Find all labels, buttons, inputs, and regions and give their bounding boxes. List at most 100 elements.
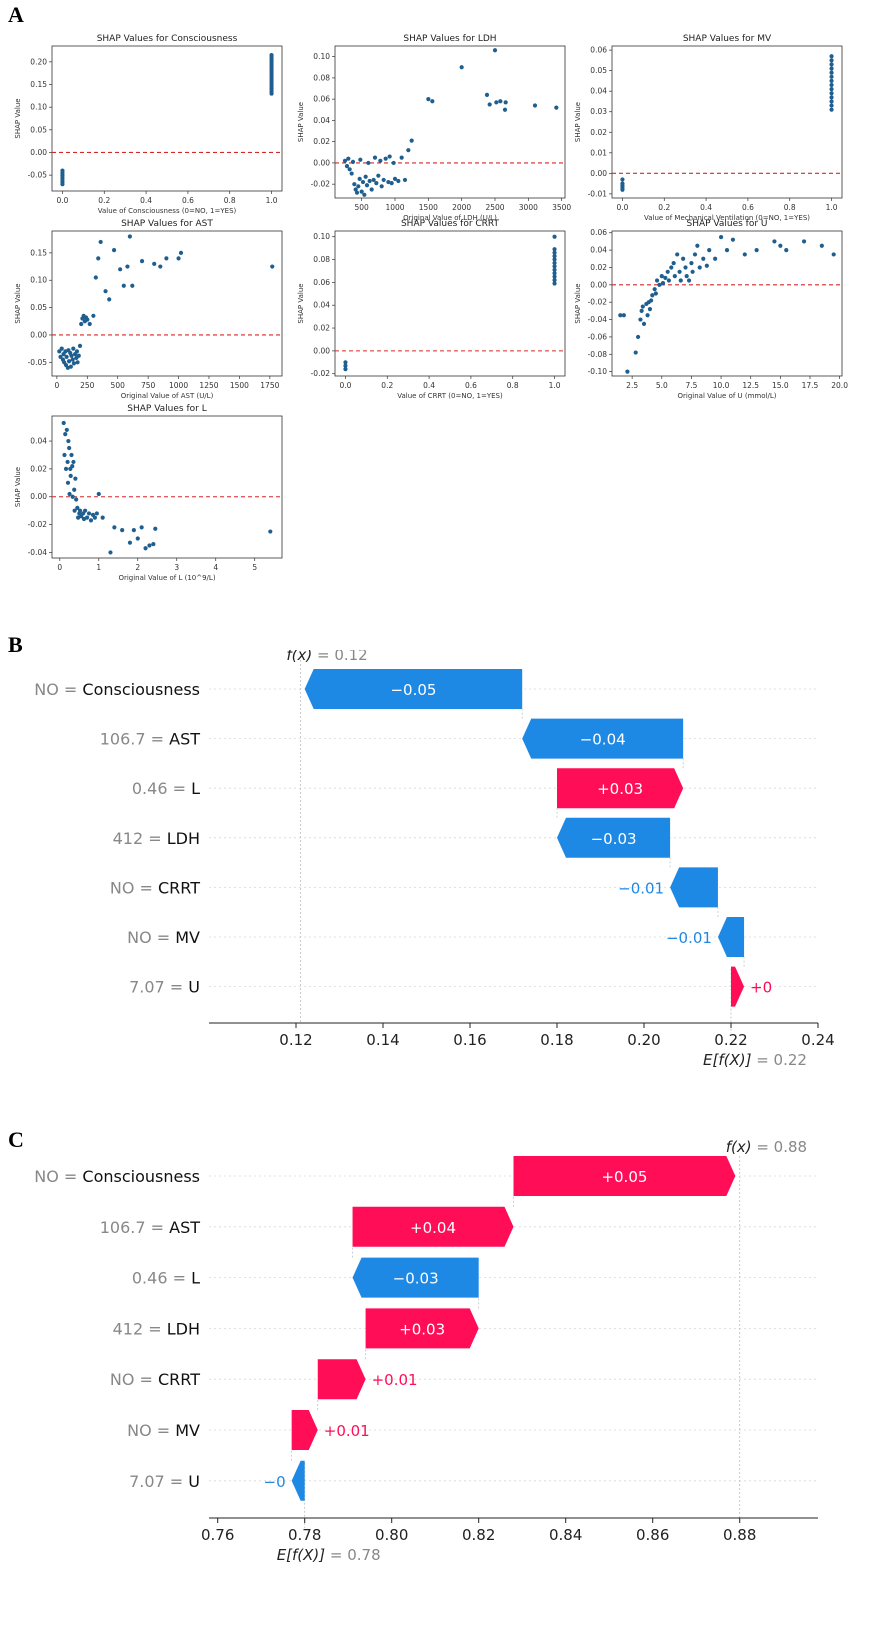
shap-value-label: +0.01 (324, 1422, 370, 1440)
shap-value-label: −0.01 (666, 929, 712, 947)
data-point (552, 254, 557, 259)
data-point (552, 281, 557, 286)
data-point (67, 445, 72, 451)
data-point (358, 157, 363, 162)
data-point (681, 256, 686, 261)
data-point (552, 277, 557, 283)
data-point (690, 269, 695, 274)
data-point (689, 261, 694, 266)
data-point (396, 178, 401, 184)
data-point (829, 95, 834, 100)
expected-value-label: E[f(X)] = 0.22 (703, 1051, 807, 1069)
y-tick-label: 0.10 (30, 103, 47, 112)
data-point (88, 518, 94, 523)
data-point (61, 420, 66, 426)
data-point (683, 265, 688, 270)
data-point (121, 283, 126, 288)
shap-value-label: −0.04 (580, 731, 626, 749)
data-point (139, 525, 144, 530)
y-tick-label: -0.10 (588, 367, 608, 376)
data-point (87, 321, 92, 327)
data-point (120, 528, 125, 533)
y-tick-label: 0.10 (313, 232, 330, 241)
x-tick-label: 0.8 (784, 203, 796, 212)
data-point (666, 278, 672, 283)
data-point (502, 107, 508, 112)
panel-a-label: A (8, 2, 24, 27)
x-tick-label: 0.2 (658, 203, 670, 212)
subplot-frame (611, 45, 843, 199)
data-point (76, 353, 81, 358)
data-point (363, 174, 368, 179)
subplot-title: SHAP Values for AST (121, 219, 213, 229)
data-point (77, 343, 83, 349)
data-point (640, 304, 645, 309)
data-point (58, 354, 63, 359)
y-tick-label: -0.02 (311, 180, 331, 189)
data-point (59, 346, 64, 351)
x-tick-label: 0.88 (723, 1526, 756, 1544)
positive-shap-bar (365, 1308, 479, 1349)
x-tick-label: 0.0 (56, 196, 68, 205)
subplot-title: SHAP Values for LDH (403, 34, 496, 44)
y-tick-label: 0.06 (313, 278, 330, 287)
data-point (64, 354, 69, 359)
x-tick-label: 0.6 (465, 381, 477, 390)
panel-c-label: C (8, 1127, 24, 1152)
x-tick-label: 500 (111, 381, 126, 390)
data-point (638, 317, 643, 322)
data-point (63, 431, 68, 437)
data-point (139, 258, 145, 264)
data-point (107, 297, 112, 302)
feature-label: NO = CRRT (110, 878, 200, 897)
data-point (639, 308, 644, 313)
x-axis-label: Original Value of AST (U/L) (121, 392, 214, 400)
subplot-frame (51, 45, 283, 192)
x-tick-label: 1750 (260, 381, 279, 390)
x-tick-label: 2 (135, 563, 140, 572)
feature-label: NO = CRRT (110, 1370, 200, 1389)
data-point (100, 515, 105, 520)
data-point (829, 70, 834, 75)
x-axis-label: Original Value of LDH (U/L) (403, 214, 497, 222)
data-point (713, 256, 718, 261)
data-point (730, 237, 736, 242)
x-tick-label: 0.6 (742, 203, 754, 212)
fx-label: f(x) = 0.88 (726, 1140, 807, 1156)
data-point (829, 91, 834, 96)
x-axis-label: Value of Consciousness (0=NO, 1=YES) (98, 207, 237, 215)
data-point (268, 529, 273, 534)
data-point (92, 515, 97, 520)
positive-shap-bar (731, 966, 745, 1007)
x-tick-label: 0.24 (801, 1031, 834, 1049)
x-tick-label: 0.0 (616, 203, 628, 212)
y-tick-label: 0.05 (30, 303, 47, 312)
y-tick-label: -0.04 (28, 548, 48, 557)
negative-shap-bar (291, 1460, 305, 1501)
y-tick-label: 0.10 (30, 276, 47, 285)
data-point (649, 298, 654, 303)
data-point (686, 278, 692, 283)
data-point (72, 508, 77, 513)
data-point (829, 58, 834, 63)
data-point (724, 248, 730, 253)
data-point (83, 508, 88, 513)
x-tick-label: 750 (141, 381, 156, 390)
scatter-subplot-5: SHAP Values for CRRT 0.0 0.2 0.4 0.6 0.8 1.0 -0… (297, 219, 566, 400)
y-tick-label: 0.02 (30, 464, 47, 473)
data-point (829, 66, 834, 71)
x-tick-label: 0.86 (636, 1526, 669, 1544)
subplot-frame (611, 230, 843, 377)
negative-shap-bar (352, 1257, 479, 1298)
shap-value-label: +0 (750, 979, 772, 997)
y-tick-label: -0.02 (588, 298, 608, 307)
data-point (158, 264, 163, 269)
data-point (65, 480, 71, 485)
y-tick-label: 0.06 (313, 95, 330, 104)
x-tick-label: 1.0 (826, 203, 838, 212)
data-point (60, 182, 65, 187)
data-point (671, 261, 676, 266)
x-tick-label: 1500 (419, 203, 438, 212)
y-tick-label: 0.08 (313, 73, 330, 82)
y-tick-label: 0.08 (313, 255, 330, 264)
